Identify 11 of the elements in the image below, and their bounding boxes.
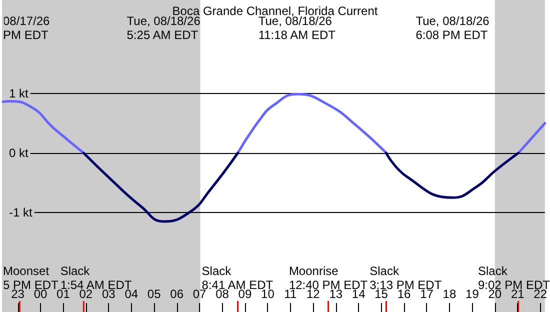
annotation: Tue, 08/18/26 6:08 PM EDT [416, 14, 490, 42]
y-tick-label: 0 kt [9, 146, 30, 160]
annotation: 08/17/26 PM EDT [3, 14, 50, 42]
x-tick-label: 06 [170, 287, 184, 301]
x-tick-label: 05 [147, 287, 162, 301]
y-tick-label: 1 kt [9, 86, 30, 100]
x-tick-label: 19 [466, 287, 480, 301]
x-tick-label: 04 [124, 287, 138, 301]
annotation: Tue, 08/18/26 5:25 AM EDT [126, 14, 201, 42]
y-tick-label: -1 kt [9, 206, 34, 220]
x-tick-label: 18 [442, 287, 456, 301]
